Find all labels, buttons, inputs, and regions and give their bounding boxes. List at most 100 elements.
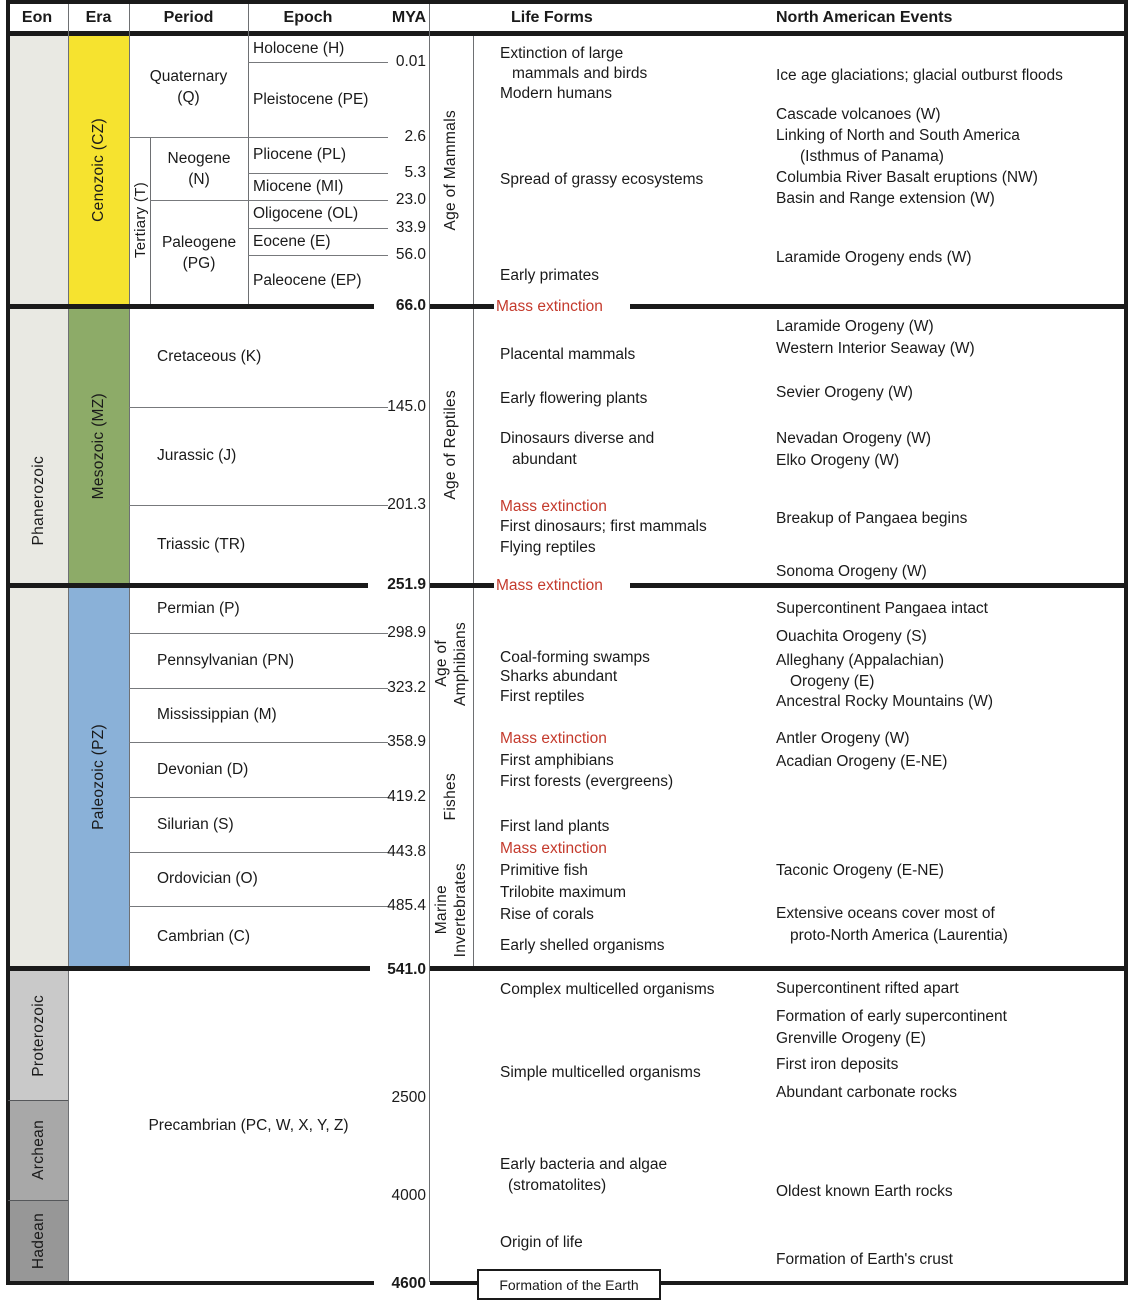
age-span-reptiles-label: Age of Reptiles [442,389,459,500]
na-event-text: Alleghany (Appalachian) [776,652,945,669]
divider-mya-ages [429,4,430,1282]
boundary-permian-pennsylvanian [129,633,388,634]
na-event-text: Laramide Orogeny ends (W) [776,249,972,266]
epoch-cell-pleistocene: Pleistocene (PE) [253,90,369,108]
na-event-text: Abundant carbonate rocks [776,1084,957,1101]
mya-label: 56.0 [395,246,426,263]
boundary-252-line [630,583,1124,588]
boundary-252-line [430,583,494,588]
age-span-marine-line1: Marine [432,885,450,935]
formation-of-earth-box: Formation of the Earth [477,1269,661,1300]
period-cell-ordovician: Ordovician (O) [157,870,258,887]
period-paleogene-name: Paleogene [161,234,237,251]
boundary-cretaceous-jurassic [129,407,388,408]
age-span-marine-invertebrates: Marine Invertebrates [429,852,473,968]
mya-label: 145.0 [387,398,426,415]
table-top-border [6,0,1128,4]
life-form-text: Early flowering plants [500,390,648,407]
boundary-4600-line [430,1281,477,1285]
period-cell-neogene: Neogene (N) [150,137,248,200]
life-form-text: Trilobite maximum [500,884,627,901]
column-header-period: Period [163,9,214,26]
period-cell-paleogene: Paleogene (PG) [150,200,248,306]
age-span-mammals-label: Age of Mammals [442,109,459,231]
era-tertiary-label: Tertiary (T) [131,182,149,259]
eon-hadean: Hadean [10,1200,68,1282]
life-form-text: First amphibians [500,752,614,769]
period-neogene-abbr: (N) [188,170,210,188]
na-event-text: Ouachita Orogeny (S) [776,628,927,645]
divider-era-period [129,4,130,968]
na-event-text: Sonoma Orogeny (W) [776,563,927,580]
epoch-cell-miocene: Miocene (MI) [253,177,344,195]
mya-label: 4000 [391,1187,426,1204]
mya-label: 323.2 [387,679,426,696]
life-form-text: First land plants [500,818,610,835]
boundary-holocene-pleistocene [248,62,388,63]
column-header-epoch: Epoch [283,9,333,26]
life-form-text: First forests (evergreens) [500,773,674,790]
life-form-text: Complex multicelled organisms [500,981,715,998]
boundary-quaternary-neogene [129,137,388,138]
mya-label: 485.4 [387,897,426,914]
period-cell-jurassic: Jurassic (J) [157,447,237,464]
mya-label: 251.9 [387,576,426,593]
boundary-66-line [630,304,1124,309]
na-event-text: Formation of Earth's crust [776,1251,953,1268]
period-quaternary-abbr: (Q) [177,88,200,106]
na-event-text: Formation of early supercontinent [776,1008,1007,1025]
na-event-text: Oldest known Earth rocks [776,1183,953,1200]
column-header-eon: Eon [21,9,53,26]
mya-label: 4600 [391,1275,426,1292]
epoch-cell-holocene: Holocene (H) [253,40,345,57]
na-event-text: Supercontinent Pangaea intact [776,600,988,617]
mass-extinction-label: Mass extinction [500,840,607,857]
life-form-text: Flying reptiles [500,539,596,556]
age-span-marine-line2: Invertebrates [451,862,469,958]
na-event-text: Sevier Orogeny (W) [776,384,913,401]
period-neogene-name: Neogene [167,149,231,167]
boundary-eocene-paleocene [248,255,388,256]
divider-eon-era [68,4,69,1282]
life-form-text: Origin of life [500,1234,583,1251]
period-cell-quaternary: Quaternary (Q) [129,36,248,137]
age-span-fishes: Fishes [429,742,473,852]
boundary-66-line [430,304,494,309]
period-quaternary-name: Quaternary [149,67,228,85]
table-left-border [6,0,10,1285]
na-event-text: Ancestral Rocky Mountains (W) [776,693,994,710]
divider-period-epoch [248,4,249,304]
life-form-text: mammals and birds [512,65,648,82]
divider-ages-lifeforms [473,36,474,968]
era-cenozoic: Cenozoic (CZ) [69,36,129,304]
period-cell-pennsylvanian: Pennsylvanian (PN) [157,651,294,669]
life-form-text: abundant [512,451,577,468]
na-event-text: Breakup of Pangaea begins [776,510,968,527]
boundary-252-line [10,583,368,588]
boundary-mississippian-devonian [129,742,388,743]
age-span-mammals: Age of Mammals [429,36,473,304]
boundary-pliocene-miocene [248,173,388,174]
life-form-text: Primitive fish [500,862,588,879]
period-cell-devonian: Devonian (D) [157,760,249,778]
life-form-text: Spread of grassy ecosystems [500,171,704,188]
boundary-ordovician-cambrian [129,906,388,907]
mya-label: 541.0 [387,961,426,978]
na-event-text: Linking of North and South America [776,127,1020,144]
life-form-text: Rise of corals [500,906,594,923]
period-cell-silurian: Silurian (S) [157,815,234,833]
eon-proterozoic-label: Proterozoic [30,994,47,1077]
age-span-amphibians-line2: Amphibians [451,621,469,706]
na-event-text: Grenville Orogeny (E) [776,1030,926,1047]
divider-tertiary [150,137,151,304]
na-event-text: Cascade volcanoes (W) [776,106,941,123]
table-right-border [1124,0,1128,1285]
life-form-text: Coal-forming swamps [500,649,650,666]
boundary-jurassic-triassic [129,505,388,506]
eon-hadean-label: Hadean [30,1212,47,1270]
header-underline [6,31,1128,36]
period-paleogene-abbr: (PG) [182,255,216,272]
mass-extinction-label: Mass extinction [496,298,603,315]
period-cell-precambrian: Precambrian (PC, W, X, Y, Z) [148,1117,349,1134]
